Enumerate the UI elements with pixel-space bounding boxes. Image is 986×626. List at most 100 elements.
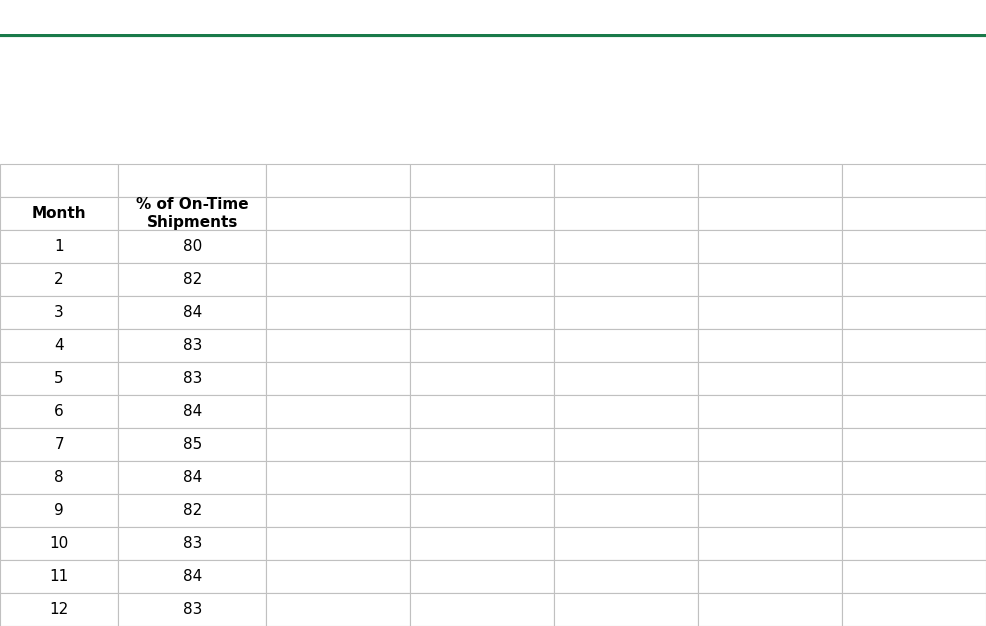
Text: 9: 9 (54, 503, 64, 518)
Bar (0, 428, 118, 461)
Bar (118, 263, 266, 296)
Bar (266, 362, 410, 395)
Bar (118, 230, 266, 263)
Text: % of On-Time
Shipments: % of On-Time Shipments (136, 197, 248, 230)
Bar (554, 362, 698, 395)
Bar (410, 230, 554, 263)
Bar (0, 494, 118, 527)
Text: 5: 5 (54, 371, 64, 386)
Bar (118, 395, 266, 428)
Bar (554, 197, 698, 230)
Text: 82: 82 (182, 272, 202, 287)
Bar (266, 527, 410, 560)
Bar (266, 329, 410, 362)
Bar (842, 461, 986, 494)
Bar (266, 461, 410, 494)
Bar (554, 527, 698, 560)
Text: 84: 84 (182, 404, 202, 419)
Text: 2: 2 (54, 272, 64, 287)
Text: 1: 1 (54, 239, 64, 254)
Bar (698, 494, 842, 527)
Text: 83: 83 (182, 338, 202, 353)
Bar (266, 593, 410, 626)
Bar (842, 494, 986, 527)
Bar (0, 527, 118, 560)
Bar (410, 362, 554, 395)
Bar (118, 593, 266, 626)
Bar (698, 296, 842, 329)
Bar (554, 296, 698, 329)
Bar (554, 428, 698, 461)
Text: a. Construct a time series plot.  What type of pattern exists in the data?: a. Construct a time series plot. What ty… (8, 45, 630, 60)
Text: 7: 7 (54, 437, 64, 452)
Bar (118, 197, 266, 230)
Bar (410, 593, 554, 626)
Bar (698, 329, 842, 362)
Bar (410, 527, 554, 560)
Bar (0, 164, 118, 197)
Text: d. Use the method you identified in (b) to compute the forecast for the next mon: d. Use the method you identified in (b) … (8, 145, 809, 160)
Bar (842, 230, 986, 263)
Text: b. Compare a 3-month moving average forecast with an exponential smoothing forec: b. Compare a 3-month moving average fore… (8, 71, 889, 86)
Bar (410, 428, 554, 461)
Bar (698, 230, 842, 263)
Bar (0, 197, 118, 230)
Bar (698, 428, 842, 461)
Bar (698, 164, 842, 197)
Bar (842, 164, 986, 197)
Bar (410, 263, 554, 296)
Bar (0, 329, 118, 362)
Text: 3: 3 (54, 305, 64, 320)
Text: 8: 8 (54, 470, 64, 485)
Bar (842, 362, 986, 395)
Text: Month: Month (32, 206, 87, 221)
Bar (118, 296, 266, 329)
Bar (266, 395, 410, 428)
Bar (554, 494, 698, 527)
Text: 11: 11 (49, 569, 69, 584)
Bar (842, 263, 986, 296)
Bar (266, 230, 410, 263)
Bar (266, 560, 410, 593)
Bar (0, 362, 118, 395)
Bar (410, 296, 554, 329)
Bar (0, 593, 118, 626)
Bar (118, 362, 266, 395)
Bar (842, 296, 986, 329)
Bar (842, 527, 986, 560)
Text: 84: 84 (182, 569, 202, 584)
Text: 83: 83 (182, 602, 202, 617)
Bar (842, 395, 986, 428)
Bar (118, 329, 266, 362)
Text: 83: 83 (182, 536, 202, 551)
Text: 83: 83 (182, 371, 202, 386)
Bar (0, 395, 118, 428)
Bar (266, 494, 410, 527)
Bar (698, 197, 842, 230)
Bar (842, 329, 986, 362)
Bar (0, 560, 118, 593)
Bar (118, 164, 266, 197)
Text: 6: 6 (54, 404, 64, 419)
Text: 82: 82 (182, 503, 202, 518)
Text: c. Does your answer in (b) change if you look at MAPE as the measure of accuracy: c. Does your answer in (b) change if you… (8, 121, 723, 136)
Text: Which one provides the better forecast using MSE as the measure of accuracy?: Which one provides the better forecast u… (8, 95, 706, 110)
Text: The data below shows the montly percentages of all shipments received on time ov: The data below shows the montly percenta… (8, 9, 974, 24)
Bar (554, 593, 698, 626)
Bar (554, 164, 698, 197)
Bar (0, 230, 118, 263)
Bar (410, 395, 554, 428)
Bar (554, 461, 698, 494)
Bar (698, 362, 842, 395)
Bar (266, 164, 410, 197)
Bar (410, 164, 554, 197)
Bar (266, 296, 410, 329)
Bar (698, 593, 842, 626)
Bar (554, 329, 698, 362)
Bar (842, 197, 986, 230)
Bar (698, 263, 842, 296)
Text: 4: 4 (54, 338, 64, 353)
Bar (554, 560, 698, 593)
Bar (118, 461, 266, 494)
Text: 85: 85 (182, 437, 202, 452)
